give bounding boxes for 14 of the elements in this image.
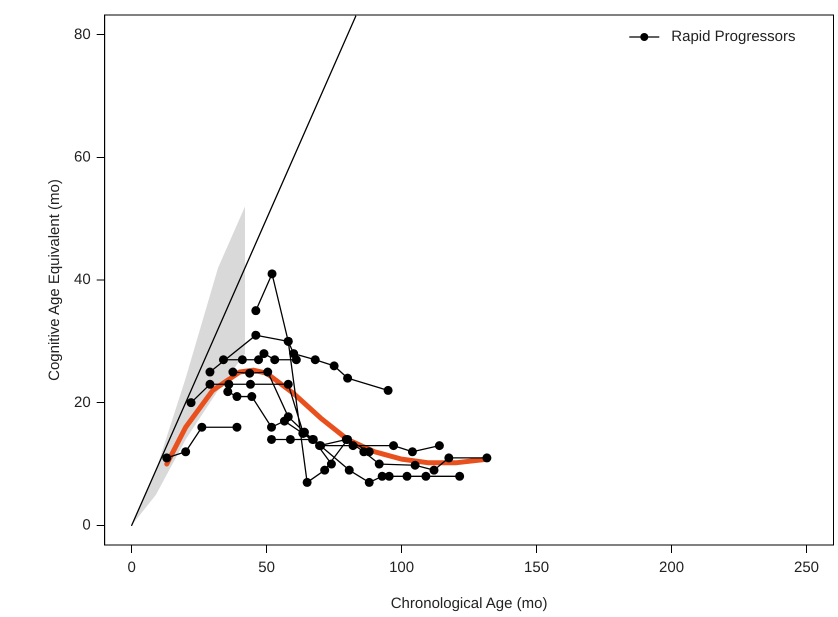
x-axis-title: Chronological Age (mo) xyxy=(390,595,548,612)
y-tick-label: 60 xyxy=(74,148,91,166)
y-tick-label: 80 xyxy=(74,26,91,43)
y-tick-label: 0 xyxy=(82,516,91,534)
x-tick-label: 0 xyxy=(128,559,136,576)
x-tick-label: 150 xyxy=(524,559,550,576)
x-tick-label: 250 xyxy=(794,559,820,576)
y-tick-label: 40 xyxy=(74,271,91,288)
y-tick-label: 20 xyxy=(74,394,91,411)
x-tick-label: 200 xyxy=(659,559,684,576)
x-tick-label: 100 xyxy=(389,559,414,576)
legend-label: Rapid Progressors xyxy=(671,28,796,46)
y-axis-title: Cognitive Age Equivalent (mo) xyxy=(46,179,64,381)
x-tick-label: 50 xyxy=(258,559,275,576)
